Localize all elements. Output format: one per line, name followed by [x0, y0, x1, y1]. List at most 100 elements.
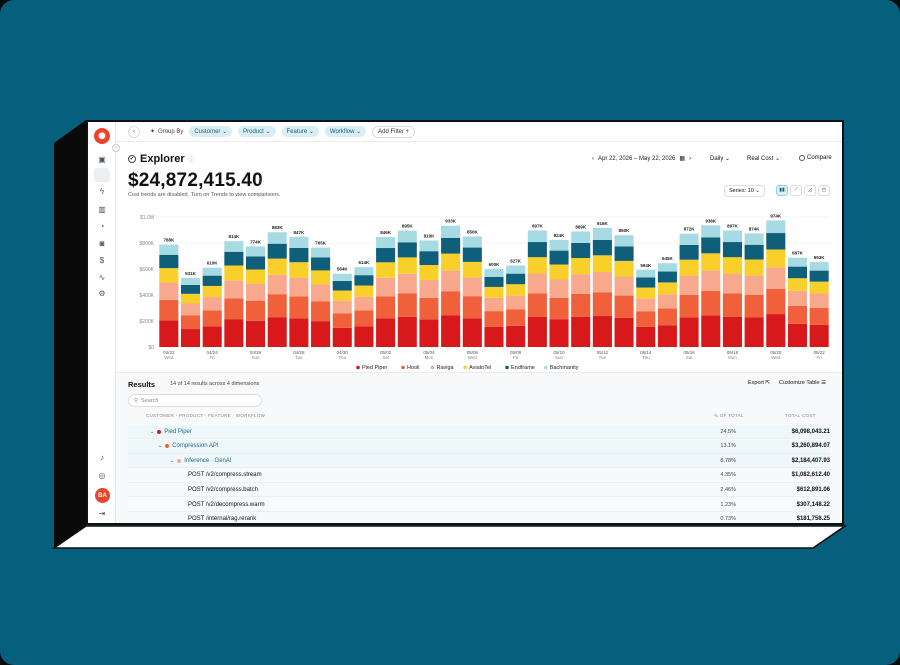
column-total-cost[interactable]: TOTAL COST [785, 413, 816, 418]
bar-segment [701, 253, 721, 271]
chip-product[interactable]: Product ⌄ [238, 126, 276, 137]
row-pct: 24.5% [720, 428, 736, 435]
column-pct[interactable]: % OF TOTAL [714, 413, 744, 418]
info-icon[interactable]: ⓘ [188, 157, 195, 164]
expand-icon[interactable]: ⌄ [150, 428, 155, 435]
customize-table-button[interactable]: Customize Table ☰ [779, 380, 827, 386]
pie-chart-icon[interactable]: ◔ [99, 222, 105, 231]
x-tick-date: 05/20 [770, 350, 782, 355]
expand-icon[interactable]: ⌄ [170, 457, 175, 464]
search-input[interactable]: ⚲ Search [128, 394, 262, 407]
dollar-icon[interactable]: $ [99, 256, 105, 265]
bar-segment [462, 318, 482, 347]
series-dot-icon [177, 458, 182, 463]
pie-view-icon[interactable]: ◴ [818, 185, 830, 196]
explorer-icon[interactable] [94, 168, 110, 182]
camera-icon[interactable]: ◙ [99, 239, 105, 248]
granularity-select[interactable]: Daily ⌄ [710, 156, 731, 162]
activity-icon[interactable]: ∿ [98, 273, 106, 282]
legend-swatch [505, 365, 509, 370]
x-tick-day: Wed [164, 355, 174, 360]
legend-swatch [544, 365, 548, 370]
bar-segment [267, 243, 287, 259]
row-label-text: Inference · GenAI [184, 457, 232, 464]
row-pct: 1.23% [720, 501, 736, 508]
x-tick-day: Tue [599, 355, 607, 360]
x-tick-date: 05/22 [814, 350, 826, 355]
table-row[interactable]: ⌄ Inference · GenAI 8.78% $2,184,407.93 [128, 454, 830, 469]
bar-segment [376, 248, 396, 263]
bar-segment [311, 257, 331, 271]
bar-segment [441, 291, 461, 316]
settings-icon[interactable]: ⚙ [98, 289, 106, 298]
logout-icon[interactable]: ⇥ [98, 509, 106, 518]
collapse-sidebar-icon[interactable]: › [112, 144, 120, 152]
bar-segment [506, 273, 526, 285]
x-tick-day: Thu [642, 355, 650, 360]
column-dimensions[interactable]: CUSTOMER · PRODUCT · FEATURE · WORKFLOW [146, 413, 266, 418]
expand-icon[interactable]: ⌄ [158, 443, 163, 450]
bar-segment [614, 246, 634, 261]
chip-feature[interactable]: Feature ⌄ [281, 126, 319, 137]
table-row[interactable]: POST /internal/rag.rerank 0.73% $181,756.2… [128, 513, 830, 523]
bar-segment [549, 264, 569, 280]
date-range-picker[interactable]: ‹ Apr 22, 2026 – May 22, 2026 ▦ › [592, 155, 692, 163]
next-range-icon[interactable]: › [689, 155, 692, 162]
series-dot-icon [157, 429, 162, 434]
bar-segment [202, 285, 222, 298]
bar-segment [657, 282, 677, 295]
x-tick-date: 05/14 [640, 350, 652, 355]
date-range-label: Apr 22, 2026 – May 22, 2026 [598, 155, 676, 162]
bar-total-label: 531K [185, 271, 197, 276]
bar-segment [527, 316, 547, 347]
bar-segment [397, 257, 417, 274]
bar-segment [332, 290, 352, 301]
bar-segment [462, 261, 482, 278]
bar-segment [441, 270, 461, 292]
bar-segment [679, 275, 699, 295]
chip-customer[interactable]: Customer ⌄ [189, 126, 233, 137]
lightning-icon[interactable]: ϟ [99, 187, 105, 196]
globe-icon[interactable]: ◎ [98, 471, 106, 480]
table-row[interactable]: ⌄ Pied Piper 24.5% $6,098,043.21 [128, 425, 830, 439]
bar-segment [376, 237, 396, 249]
avatar[interactable]: BA [95, 488, 110, 503]
export-button[interactable]: Export ⇱ [748, 380, 771, 386]
bar-segment [267, 258, 287, 275]
home-icon[interactable]: ▣ [98, 155, 106, 164]
compare-toggle[interactable]: Compare [799, 155, 832, 161]
results-title: Results [128, 380, 156, 389]
bar-segment [787, 290, 808, 306]
chip-workflow[interactable]: Workflow ⌄ [324, 126, 367, 137]
series-select[interactable]: Series: 10 ⌄ [724, 185, 765, 197]
stacked-bar-view-icon[interactable]: ▮▮ [776, 185, 788, 196]
bar-segment [354, 267, 374, 276]
table-row[interactable]: POST /v2/decompress.warm 1.23% $307,148.22 [128, 498, 830, 512]
bar-chart-icon[interactable]: ▥ [98, 205, 106, 214]
table-row[interactable]: POST /v2/compress.stream 4.35% $1,082,612.… [128, 469, 830, 483]
x-tick-day: Sat [382, 355, 390, 360]
bar-segment [571, 242, 591, 259]
total-info-icon[interactable]: ⓘ [258, 180, 265, 186]
total-cost: $24,872,415.40 [128, 170, 263, 191]
prev-range-icon[interactable]: ‹ [592, 155, 594, 162]
cost-type-select[interactable]: Real Cost ⌄ [747, 156, 781, 162]
bar-segment [224, 251, 244, 266]
bar-segment [311, 284, 331, 302]
bar-segment [809, 293, 829, 308]
bar-segment [766, 220, 786, 234]
brand-logo[interactable]: ✺ [94, 128, 110, 144]
add-filter-button[interactable]: Add Filter + [372, 125, 416, 138]
table-row[interactable]: POST /v2/compress.batch 2.46% $612,891.06 [128, 483, 830, 498]
bell-icon[interactable]: ♪ [100, 453, 104, 462]
bar-segment [571, 274, 591, 294]
bar-segment [267, 294, 287, 318]
x-tick-day: Wed [468, 355, 478, 360]
area-view-icon[interactable]: ◿ [804, 185, 816, 196]
group-by[interactable]: ✦ Group By [150, 128, 183, 136]
line-view-icon[interactable]: ⟋ [790, 185, 802, 196]
back-button[interactable]: ‹ [128, 125, 140, 138]
bar-segment [462, 296, 482, 319]
bar-segment [180, 329, 201, 347]
table-row[interactable]: ⌄ Compression API 13.1% $3,260,894.07 [128, 439, 830, 454]
